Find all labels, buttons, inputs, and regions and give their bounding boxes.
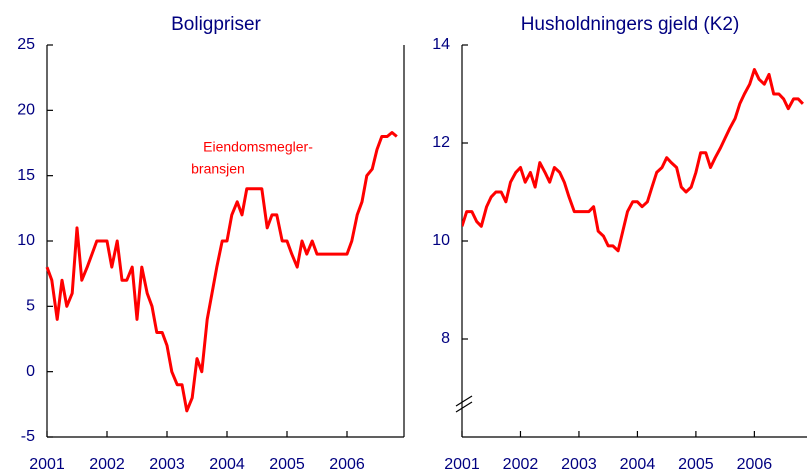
x-tick-label: 2002 xyxy=(503,456,539,473)
annotation: bransjen xyxy=(191,161,245,177)
y-tick-label: 5 xyxy=(26,298,35,315)
y-tick-label: 0 xyxy=(26,363,35,380)
data-line xyxy=(462,68,804,253)
y-tick-label: 12 xyxy=(432,134,450,151)
y-tick-label: 25 xyxy=(17,36,35,53)
y-tick-label: 10 xyxy=(17,232,35,249)
x-tick-label: 2002 xyxy=(89,456,125,473)
chart-title: Boligpriser xyxy=(171,14,261,35)
x-tick-label: 2005 xyxy=(678,456,714,473)
x-tick-label: 2006 xyxy=(737,456,773,473)
data-line xyxy=(45,131,398,413)
axis-break xyxy=(455,401,473,413)
x-tick-label: 2001 xyxy=(29,456,65,473)
y-tick-label: 14 xyxy=(432,36,450,53)
x-tick-label: 2003 xyxy=(561,456,597,473)
y-tick-label: 8 xyxy=(441,330,450,347)
x-tick-label: 2006 xyxy=(329,456,365,473)
x-tick-label: 2005 xyxy=(269,456,305,473)
y-tick-label: -5 xyxy=(21,428,35,445)
y-tick-label: 15 xyxy=(17,167,35,184)
chart-title: Husholdningers gjeld (K2) xyxy=(521,14,740,35)
x-tick-label: 2004 xyxy=(209,456,245,473)
y-tick-label: 20 xyxy=(17,102,35,119)
y-tick-label: 10 xyxy=(432,232,450,249)
x-tick-label: 2004 xyxy=(620,456,656,473)
axis-break xyxy=(455,395,473,407)
annotation: Eiendomsmegler- xyxy=(203,139,313,155)
x-tick-label: 2001 xyxy=(444,456,480,473)
x-tick-label: 2003 xyxy=(149,456,185,473)
